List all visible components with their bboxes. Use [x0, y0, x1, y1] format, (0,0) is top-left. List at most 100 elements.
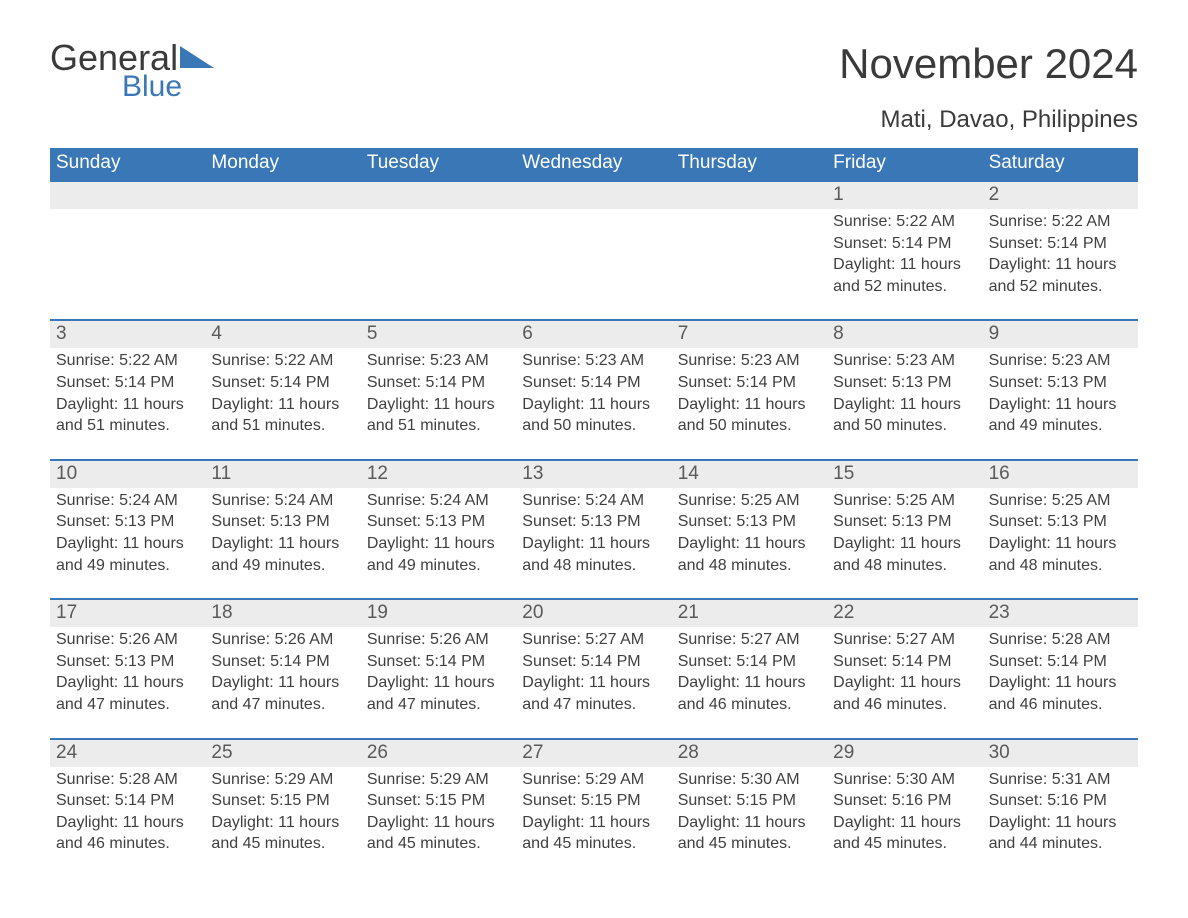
date-number: 13 [516, 461, 671, 488]
week-data-row: Sunrise: 5:28 AMSunset: 5:14 PMDaylight:… [50, 767, 1138, 855]
weekday-header: Monday [205, 148, 360, 180]
sunset-text: Sunset: 5:15 PM [678, 790, 821, 812]
day2-text: and 51 minutes. [367, 415, 510, 437]
day2-text: and 48 minutes. [678, 555, 821, 577]
sunset-text: Sunset: 5:14 PM [522, 651, 665, 673]
sunset-text: Sunset: 5:16 PM [833, 790, 976, 812]
sunset-text: Sunset: 5:13 PM [833, 511, 976, 533]
sunset-text: Sunset: 5:14 PM [522, 372, 665, 394]
sunrise-text: Sunrise: 5:23 AM [522, 350, 665, 372]
week-data-row: Sunrise: 5:26 AM Sunset: 5:13 PM Daylight:… [50, 627, 1138, 715]
day2-text: and 48 minutes. [989, 555, 1132, 577]
sunrise-text: Sunrise: 5:30 AM [678, 769, 821, 791]
day-cell: Sunrise: 5:28 AMSunset: 5:14 PMDaylight:… [983, 627, 1138, 715]
day-cell: Sunrise: 5:26 AMSunset: 5:13 PMDaylight:… [50, 627, 205, 715]
date-number: 12 [361, 461, 516, 488]
date-strip: 3456789 [50, 319, 1138, 348]
day2-text: and 46 minutes. [678, 694, 821, 716]
weekday-header-row: Sunday Monday Tuesday Wednesday Thursday… [50, 148, 1138, 180]
date-number: 9 [983, 321, 1138, 348]
date-number: 8 [827, 321, 982, 348]
day1-text: Daylight: 11 hours [211, 672, 354, 694]
sunset-text: Sunset: 5:14 PM [833, 651, 976, 673]
day2-text: and 52 minutes. [833, 276, 976, 298]
sunset-text: Sunset: 5:14 PM [211, 372, 354, 394]
day1-text: Daylight: 11 hours [833, 394, 976, 416]
day2-text: and 49 minutes. [989, 415, 1132, 437]
sunset-text: Sunset: 5:13 PM [56, 651, 199, 673]
day2-text: and 47 minutes. [522, 694, 665, 716]
date-number: 11 [205, 461, 360, 488]
sunrise-text: Sunrise: 5:24 AM [211, 490, 354, 512]
sunrise-text: Sunrise: 5:30 AM [833, 769, 976, 791]
day2-text: and 45 minutes. [833, 833, 976, 855]
date-number: 25 [205, 740, 360, 767]
sunset-text: Sunset: 5:14 PM [989, 651, 1132, 673]
sunset-text: Sunset: 5:14 PM [678, 651, 821, 673]
date-number: 6 [516, 321, 671, 348]
day1-text: Daylight: 11 hours [367, 812, 510, 834]
title-block: November 2024 Mati, Davao, Philippines [839, 40, 1138, 142]
day-cell [672, 209, 827, 297]
day2-text: and 45 minutes. [522, 833, 665, 855]
date-number: 19 [361, 600, 516, 627]
day1-text: Daylight: 11 hours [211, 533, 354, 555]
date-number: 26 [361, 740, 516, 767]
date-number: 21 [672, 600, 827, 627]
sunset-text: Sunset: 5:15 PM [367, 790, 510, 812]
day1-text: Daylight: 11 hours [989, 672, 1132, 694]
day2-text: and 51 minutes. [211, 415, 354, 437]
day1-text: Daylight: 11 hours [989, 533, 1132, 555]
sunrise-text: Sunrise: 5:23 AM [833, 350, 976, 372]
date-strip: 12 [50, 180, 1138, 209]
date-number: 7 [672, 321, 827, 348]
day2-text: and 45 minutes. [211, 833, 354, 855]
day2-text: and 51 minutes. [56, 415, 199, 437]
date-number: 15 [827, 461, 982, 488]
date-number: 1 [827, 182, 982, 209]
sunset-text: Sunset: 5:13 PM [833, 372, 976, 394]
day1-text: Daylight: 11 hours [678, 533, 821, 555]
day2-text: and 49 minutes. [56, 555, 199, 577]
sunrise-text: Sunrise: 5:23 AM [989, 350, 1132, 372]
weekday-header: Sunday [50, 148, 205, 180]
day-cell: Sunrise: 5:23 AMSunset: 5:14 PMDaylight:… [361, 348, 516, 436]
day-cell: Sunrise: 5:31 AMSunset: 5:16 PMDaylight:… [983, 767, 1138, 855]
sunset-text: Sunset: 5:14 PM [56, 790, 199, 812]
date-number: 4 [205, 321, 360, 348]
day2-text: and 47 minutes. [56, 694, 199, 716]
day1-text: Daylight: 11 hours [833, 533, 976, 555]
day2-text: and 48 minutes. [833, 555, 976, 577]
sunrise-text: Sunrise: 5:23 AM [367, 350, 510, 372]
date-strip: 17181920212223 [50, 598, 1138, 627]
sunrise-text: Sunrise: 5:22 AM [211, 350, 354, 372]
day-cell: Sunrise: 5:27 AMSunset: 5:14 PMDaylight:… [827, 627, 982, 715]
month-title: November 2024 [839, 40, 1138, 88]
sunrise-text: Sunrise: 5:25 AM [989, 490, 1132, 512]
date-number: 20 [516, 600, 671, 627]
date-number: 2 [983, 182, 1138, 209]
day2-text: and 45 minutes. [678, 833, 821, 855]
sunrise-text: Sunrise: 5:31 AM [989, 769, 1132, 791]
day2-text: and 47 minutes. [367, 694, 510, 716]
day1-text: Daylight: 11 hours [522, 533, 665, 555]
date-number: 3 [50, 321, 205, 348]
date-number [361, 182, 516, 209]
weekday-header: Wednesday [516, 148, 671, 180]
day2-text: and 49 minutes. [211, 555, 354, 577]
sunrise-text: Sunrise: 5:26 AM [367, 629, 510, 651]
week-data-row: Sunrise: 5:22 AMSunset: 5:14 PMDaylight:… [50, 209, 1138, 297]
sunrise-text: Sunrise: 5:23 AM [678, 350, 821, 372]
day1-text: Daylight: 11 hours [833, 672, 976, 694]
sunrise-text: Sunrise: 5:29 AM [211, 769, 354, 791]
day-cell [516, 209, 671, 297]
sunset-text: Sunset: 5:13 PM [56, 511, 199, 533]
day2-text: and 46 minutes. [56, 833, 199, 855]
day2-text: and 50 minutes. [522, 415, 665, 437]
date-number: 30 [983, 740, 1138, 767]
date-number: 28 [672, 740, 827, 767]
day1-text: Daylight: 11 hours [678, 672, 821, 694]
date-strip: 24252627282930 [50, 738, 1138, 767]
date-number: 27 [516, 740, 671, 767]
day-cell: Sunrise: 5:24 AMSunset: 5:13 PMDaylight:… [516, 488, 671, 576]
